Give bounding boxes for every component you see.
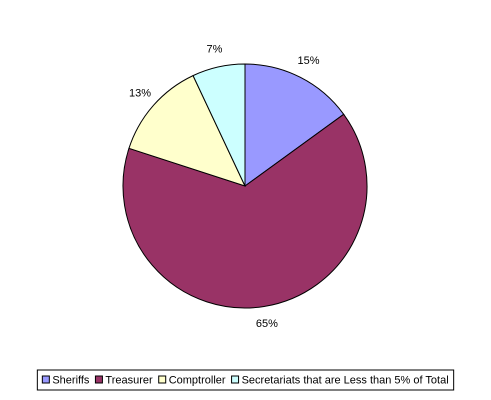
pie-slice (192, 63, 246, 187)
data-label: 13% (129, 87, 151, 99)
pie-slice (128, 74, 246, 187)
legend-label: Secretariats that are Less than 5% of To… (242, 374, 449, 386)
data-label: 65% (256, 318, 278, 330)
legend-swatch (231, 375, 240, 384)
legend-label: Comptroller (169, 374, 226, 386)
legend-label: Treasurer (105, 374, 153, 386)
legend-swatch (158, 375, 167, 384)
data-label: 15% (298, 55, 320, 67)
legend-swatch (41, 375, 50, 384)
pie-slice (244, 63, 345, 187)
legend-label: Sheriffs (52, 374, 90, 386)
data-label: 7% (207, 43, 223, 55)
legend-box (36, 369, 455, 391)
legend-swatch (94, 375, 103, 384)
pie-slice (122, 113, 368, 309)
legend: Sheriffs Treasurer Comptroller Secretariats… (41, 374, 449, 386)
